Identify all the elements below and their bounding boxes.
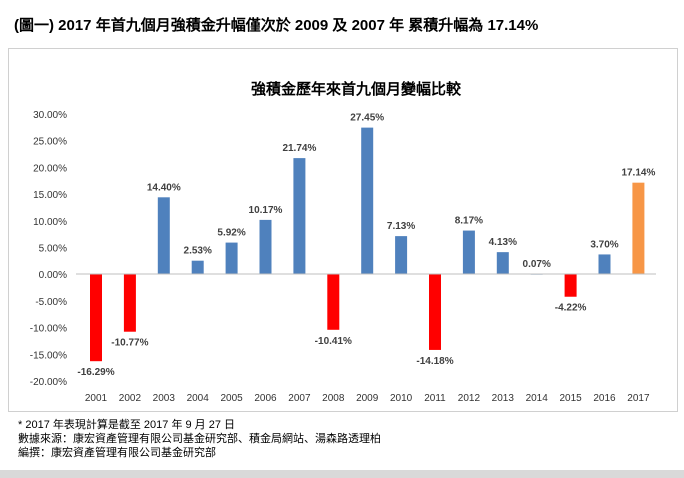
y-tick-label: -20.00%: [30, 377, 67, 388]
y-tick-label: 10.00%: [33, 217, 67, 228]
y-tick-label: -10.00%: [30, 324, 67, 335]
y-tick-label: 0.00%: [39, 270, 67, 281]
data-label: -14.18%: [416, 356, 453, 367]
bar-2001: [90, 274, 102, 362]
x-tick-label: 2014: [526, 393, 549, 404]
data-label: 3.70%: [590, 239, 618, 250]
y-tick-label: -15.00%: [30, 350, 67, 361]
bottom-bar: [0, 470, 684, 478]
footnote-source: 數據來源：康宏資產管理有限公司基金研究部、積金局網站、湯森路透理柏: [18, 433, 381, 445]
x-tick-label: 2001: [85, 393, 108, 404]
bar-2015: [564, 274, 577, 297]
bar-2011: [429, 274, 441, 350]
x-tick-label: 2013: [492, 393, 515, 404]
x-tick-label: 2009: [356, 393, 379, 404]
bar-2017: [632, 182, 645, 275]
y-tick-label: -5.00%: [35, 297, 67, 308]
bar-2008: [327, 274, 340, 330]
x-tick-label: 2011: [424, 393, 446, 404]
data-label: 4.13%: [489, 237, 517, 248]
data-label: 8.17%: [455, 216, 483, 227]
y-tick-label: 5.00%: [39, 244, 67, 255]
footnotes: * 2017 年表現計算是截至 2017 年 9 月 27 日 數據來源：康宏資…: [18, 418, 381, 460]
y-axis: 30.00% 25.00% 20.00% 15.00% 10.00% 5.00% 0.00%…: [30, 110, 67, 388]
bar-2009: [361, 127, 374, 275]
y-tick-label: 25.00%: [33, 137, 67, 148]
y-tick-label: 15.00%: [33, 190, 67, 201]
chart-frame: [8, 48, 678, 412]
data-label: 0.07%: [523, 259, 551, 270]
bar-2010: [395, 236, 408, 275]
data-label: 2.53%: [184, 246, 212, 257]
data-label: 5.92%: [217, 228, 245, 239]
data-label: -4.22%: [555, 303, 587, 314]
y-tick-label: 30.00%: [33, 110, 67, 121]
x-tick-label: 2012: [458, 393, 481, 404]
x-tick-label: 2016: [593, 393, 616, 404]
x-tick-label: 2007: [288, 393, 311, 404]
data-label: 21.74%: [282, 143, 316, 154]
data-label: -10.77%: [111, 338, 148, 349]
data-label: 14.40%: [147, 182, 181, 193]
x-tick-label: 2002: [119, 393, 142, 404]
x-tick-label: 2005: [220, 393, 243, 404]
data-label: -16.29%: [77, 367, 114, 378]
x-tick-label: 2010: [390, 393, 413, 404]
bar-2007: [293, 158, 306, 275]
data-label: 10.17%: [249, 205, 283, 216]
bar-2006: [259, 219, 272, 275]
bar-2013: [496, 252, 509, 275]
footnote-date: * 2017 年表現計算是截至 2017 年 9 月 27 日: [18, 419, 236, 431]
x-tick-label: 2004: [187, 393, 210, 404]
figure-heading: (圖一) 2017 年首九個月強積金升幅僅次於 2009 及 2007 年 累積…: [14, 17, 539, 34]
data-label: -10.41%: [315, 336, 352, 347]
x-tick-label: 2008: [322, 393, 345, 404]
bars: -16.29% 2001 -10.77% 2002 14.40% 2003 2.53% 200…: [77, 113, 655, 404]
bar-2016: [598, 254, 611, 275]
data-label: 27.45%: [350, 113, 384, 124]
chart-title: 強積金歷年來首九個月變幅比較: [251, 80, 462, 98]
bar-2004: [191, 260, 204, 275]
x-tick-label: 2006: [254, 393, 277, 404]
bar-2002: [123, 274, 136, 332]
footnote-compiler: 編撰：康宏資產管理有限公司基金研究部: [18, 447, 216, 459]
bar-2003: [157, 197, 170, 275]
y-tick-label: 20.00%: [33, 163, 67, 174]
bar-2012: [462, 230, 475, 275]
data-label: 17.14%: [621, 168, 655, 179]
x-tick-label: 2015: [559, 393, 582, 404]
data-label: 7.13%: [387, 221, 415, 232]
bar-2005: [225, 242, 238, 275]
x-tick-label: 2017: [627, 393, 650, 404]
x-tick-label: 2003: [153, 393, 176, 404]
